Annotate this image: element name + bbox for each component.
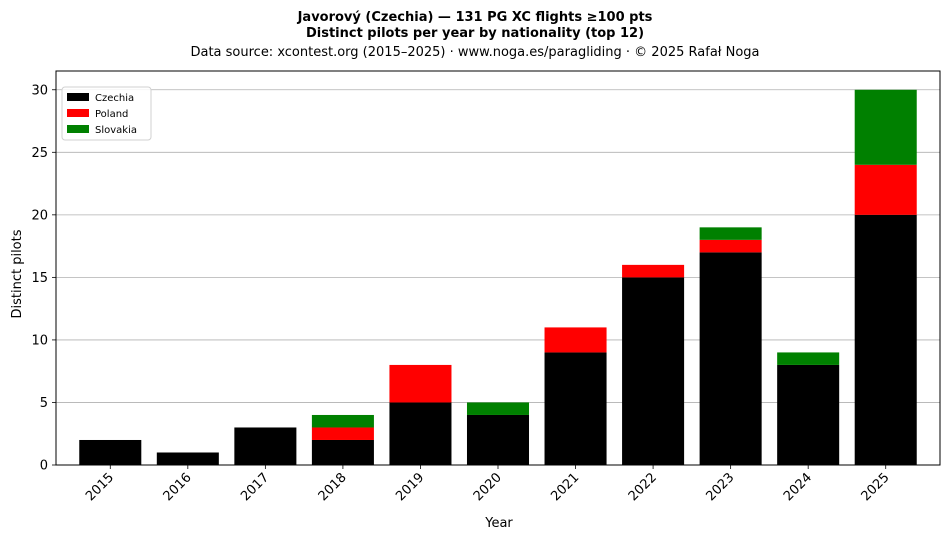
y-axis-label: Distinct pilots: [10, 229, 25, 318]
legend-label-slovakia: Slovakia: [95, 125, 137, 136]
bar-poland-2023: [699, 239, 762, 253]
y-tick-label: 30: [31, 83, 48, 98]
bar-czechia-2019: [389, 402, 452, 465]
bar-slovakia-2020: [466, 402, 530, 415]
x-tick-label: 2015: [83, 470, 117, 504]
bar-poland-2021: [544, 327, 607, 353]
legend-label-poland: Poland: [95, 109, 128, 120]
y-tick-label: 10: [31, 333, 48, 348]
bars: [79, 89, 917, 465]
bar-czechia-2022: [622, 277, 685, 465]
legend-swatch-poland: [67, 109, 89, 117]
bar-czechia-2015: [79, 439, 142, 465]
y-tick-label: 20: [31, 208, 48, 223]
y-tick-label: 0: [40, 459, 48, 474]
bar-slovakia-2018: [311, 414, 374, 428]
legend: Czechia Poland Slovakia: [61, 86, 152, 141]
x-tick-label: 2024: [781, 470, 815, 504]
x-axis-label: Year: [484, 516, 513, 531]
x-tick-label: 2021: [548, 470, 582, 504]
x-tick-label: 2023: [703, 470, 737, 504]
x-tick-label: 2016: [161, 470, 195, 504]
y-tick-label: 25: [31, 146, 48, 161]
legend-label-czechia: Czechia: [95, 93, 134, 104]
bar-czechia-2021: [544, 352, 607, 465]
legend-swatch-slovakia: [67, 125, 89, 133]
y-tick-label: 5: [40, 396, 48, 411]
chart-subtitle: Distinct pilots per year by nationality …: [306, 26, 644, 41]
x-tick-label: 2019: [393, 470, 427, 504]
y-tick-label: 15: [31, 271, 48, 286]
bar-czechia-2024: [777, 364, 840, 465]
x-tick-label: 2025: [859, 470, 893, 504]
chart-source: Data source: xcontest.org (2015–2025) · …: [190, 45, 759, 60]
bar-slovakia-2025: [854, 89, 917, 165]
bar-poland-2019: [389, 364, 452, 403]
bar-czechia-2023: [699, 252, 762, 465]
y-axis-ticks: 0 5 10 15 20 25 30: [31, 83, 56, 474]
bar-poland-2025: [854, 164, 917, 215]
bar-slovakia-2023: [699, 227, 762, 240]
chart-title: Javorový (Czechia) — 131 PG XC flights ≥…: [297, 10, 653, 25]
x-tick-label: 2017: [238, 470, 272, 504]
bar-czechia-2020: [466, 414, 530, 465]
x-axis-ticks: 2015 2016 2017 2018 2019 2020 2021 2022 2023 2024…: [83, 465, 893, 504]
bar-czechia-2016: [156, 452, 219, 465]
bar-slovakia-2024: [777, 352, 840, 365]
bar-czechia-2017: [234, 427, 297, 465]
bar-poland-2022: [622, 264, 685, 278]
bar-czechia-2025: [854, 214, 917, 465]
x-tick-label: 2018: [316, 470, 350, 504]
legend-swatch-czechia: [67, 93, 89, 101]
x-tick-label: 2022: [626, 470, 660, 504]
x-tick-label: 2020: [471, 470, 505, 504]
bar-czechia-2018: [311, 439, 374, 465]
bar-poland-2018: [311, 427, 374, 440]
